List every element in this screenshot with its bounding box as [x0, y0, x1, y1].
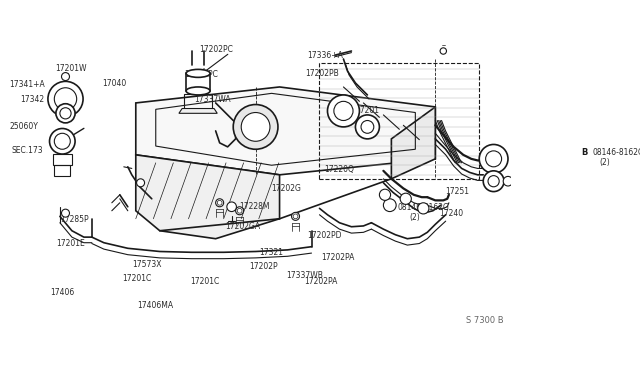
Text: 17202PA: 17202PA: [321, 253, 355, 262]
Circle shape: [503, 176, 513, 186]
Ellipse shape: [186, 87, 210, 95]
Circle shape: [488, 176, 499, 187]
Circle shape: [380, 189, 390, 201]
Text: 17040: 17040: [102, 79, 127, 88]
Text: 17202PD: 17202PD: [307, 231, 341, 240]
Text: 17202PA: 17202PA: [304, 277, 337, 286]
Bar: [54, 165, 70, 176]
Text: 17228M: 17228M: [239, 202, 269, 211]
Text: 17337WB: 17337WB: [286, 271, 323, 280]
Text: 17202GA: 17202GA: [225, 222, 260, 231]
Text: 17336+A: 17336+A: [307, 51, 342, 60]
Text: 17337WA: 17337WA: [195, 95, 231, 104]
Circle shape: [292, 212, 300, 220]
Circle shape: [60, 108, 71, 119]
Circle shape: [49, 128, 75, 154]
Text: 17202PB: 17202PB: [306, 69, 339, 78]
Text: B: B: [582, 148, 588, 157]
Polygon shape: [136, 155, 280, 239]
Text: 17573X: 17573X: [132, 260, 161, 269]
Ellipse shape: [186, 70, 210, 77]
Circle shape: [61, 209, 70, 217]
Text: 17240: 17240: [440, 209, 464, 218]
Text: 17202G: 17202G: [271, 185, 301, 193]
Circle shape: [486, 151, 502, 167]
Text: 17202P: 17202P: [250, 262, 278, 271]
Circle shape: [56, 104, 75, 123]
Text: 17220Q: 17220Q: [324, 165, 355, 174]
Circle shape: [48, 81, 83, 116]
Text: 17342: 17342: [20, 95, 45, 104]
Text: 17341+A: 17341+A: [9, 80, 45, 90]
Text: 17321: 17321: [260, 248, 284, 257]
Circle shape: [440, 48, 447, 54]
Circle shape: [328, 95, 360, 127]
Text: 17201C: 17201C: [190, 277, 220, 286]
Circle shape: [233, 105, 278, 149]
Text: 25060Y: 25060Y: [9, 122, 38, 131]
Circle shape: [236, 207, 244, 215]
Text: 17202PC: 17202PC: [200, 45, 233, 54]
Circle shape: [237, 208, 242, 213]
Bar: [52, 154, 72, 165]
Text: 08146-8162G: 08146-8162G: [593, 148, 640, 157]
Circle shape: [383, 199, 396, 212]
Circle shape: [54, 88, 77, 110]
Text: SEC.173: SEC.173: [12, 146, 43, 155]
Circle shape: [418, 203, 429, 214]
Text: (2): (2): [599, 158, 610, 167]
Circle shape: [293, 214, 298, 219]
Text: 17201E: 17201E: [56, 240, 85, 248]
Circle shape: [61, 73, 70, 81]
Circle shape: [227, 202, 236, 212]
Polygon shape: [392, 107, 435, 179]
Circle shape: [334, 101, 353, 121]
Bar: [319, 63, 479, 179]
Circle shape: [400, 193, 412, 204]
Text: 17202PC: 17202PC: [184, 70, 218, 79]
Polygon shape: [179, 109, 217, 113]
Circle shape: [361, 121, 374, 133]
Polygon shape: [136, 87, 435, 175]
Text: 08146-8162G: 08146-8162G: [397, 203, 449, 212]
Text: 17201C: 17201C: [123, 274, 152, 283]
Text: 17285P: 17285P: [60, 215, 89, 224]
Circle shape: [136, 179, 145, 187]
Text: 17251: 17251: [445, 187, 468, 196]
Text: 17201: 17201: [355, 106, 380, 115]
Circle shape: [579, 146, 591, 159]
Text: 17406MA: 17406MA: [137, 301, 173, 310]
Bar: [184, 94, 212, 109]
Circle shape: [241, 112, 270, 141]
Text: 17406: 17406: [50, 288, 74, 298]
Circle shape: [216, 199, 223, 207]
Circle shape: [479, 144, 508, 173]
Text: 17201W: 17201W: [55, 64, 86, 73]
Circle shape: [217, 201, 222, 205]
Text: (2): (2): [409, 213, 420, 222]
Text: S 7300 B: S 7300 B: [465, 316, 503, 325]
Circle shape: [54, 133, 70, 149]
Circle shape: [483, 171, 504, 192]
Circle shape: [355, 115, 380, 139]
